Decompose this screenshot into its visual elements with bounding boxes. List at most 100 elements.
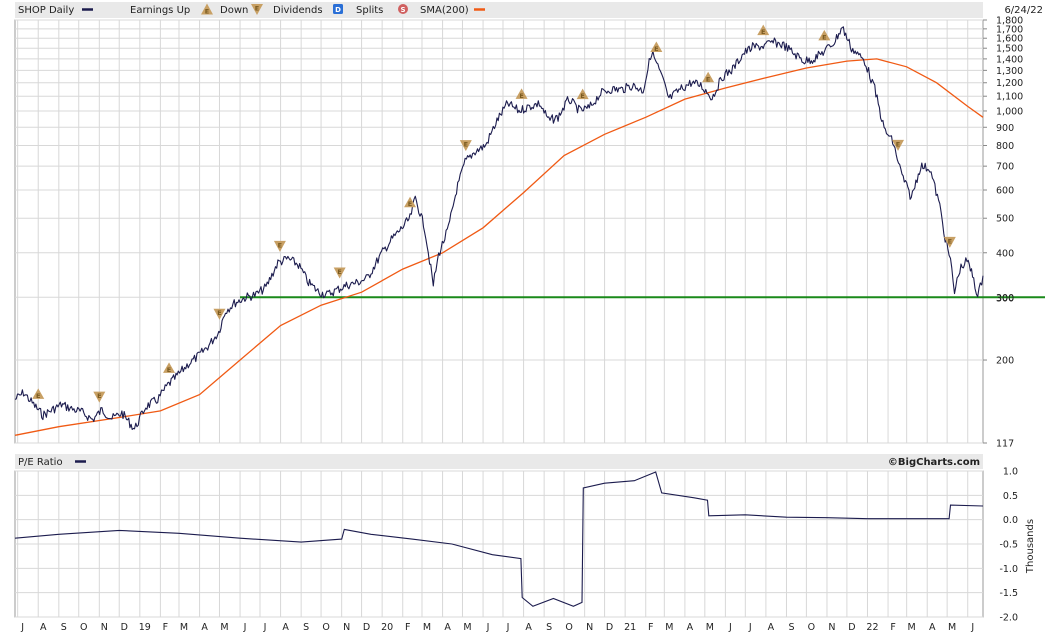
pe-line [14, 471, 984, 607]
earnings-up-marker[interactable]: E [163, 362, 176, 374]
pe-y-tick-label: 0.0 [1003, 515, 1018, 526]
x-tick-label: A [444, 622, 451, 633]
x-tick-label: N [343, 622, 350, 633]
earnings-down-marker[interactable]: E [93, 391, 106, 403]
x-tick-label: S [788, 622, 794, 633]
earnings-up-marker[interactable]: E [757, 24, 770, 37]
earnings-up-marker[interactable]: E [818, 29, 831, 42]
earnings-down-marker[interactable]: E [943, 236, 956, 248]
x-tick-label: N [828, 622, 835, 633]
earnings-up-marker[interactable]: E [404, 196, 417, 209]
price-y-tick-label: 800 [996, 141, 1014, 152]
earnings-up-marker[interactable]: E [576, 88, 589, 101]
x-tick-label: J [728, 622, 732, 633]
x-tick-label: J [243, 622, 247, 633]
splits-legend-icon: S [398, 4, 408, 14]
lower-header-bar [15, 454, 983, 469]
pe-y-tick-label: 0.5 [1003, 491, 1018, 502]
earnings-down-marker[interactable]: E [459, 140, 472, 152]
price-y-tick-label: 700 [996, 162, 1014, 173]
x-tick-label: M [423, 622, 431, 633]
x-tick-label: J [970, 622, 974, 633]
x-tick-label: D [363, 622, 370, 633]
price-y-tick-label: 1,400 [996, 54, 1023, 65]
x-tick-label: O [565, 622, 572, 633]
sma-label: SMA(200) [420, 5, 469, 16]
x-tick-label: M [463, 622, 471, 633]
earnings-up-marker[interactable]: E [650, 41, 663, 54]
earnings-events: E E E E E E E E E E E E E E E E [32, 24, 956, 403]
earnings-marker-glyph: E [580, 92, 584, 100]
earnings-down-marker[interactable]: E [892, 139, 905, 151]
x-tick-label: 21 [624, 622, 636, 633]
pe-y-tick-label: 1.0 [1003, 467, 1018, 478]
earnings-marker-glyph: E [519, 92, 523, 100]
x-tick-label: 22 [866, 622, 878, 633]
x-tick-label: J [486, 622, 490, 633]
price-y-tick-label: 400 [996, 248, 1014, 259]
x-tick-label: N [586, 622, 593, 633]
x-tick-label: S [546, 622, 552, 633]
earnings-down-legend-glyph: E [255, 5, 259, 13]
price-line [14, 26, 984, 431]
x-tick-label: F [405, 622, 410, 633]
x-tick-label: A [282, 622, 289, 633]
dividends-legend-glyph: D [335, 6, 341, 14]
earnings-marker-glyph: E [822, 33, 826, 41]
down-label: Down [220, 5, 248, 16]
x-tick-label: A [40, 622, 47, 633]
earnings-down-marker[interactable]: E [333, 267, 346, 279]
x-tick-label: D [848, 622, 855, 633]
earnings-marker-glyph: E [97, 392, 101, 400]
earnings-marker-glyph: E [408, 200, 412, 208]
x-tick-label: M [180, 622, 188, 633]
earnings-marker-glyph: E [706, 75, 710, 83]
earnings-down-marker[interactable]: E [213, 308, 226, 320]
support-line-group: 300 [240, 293, 1045, 304]
x-tick-label: O [322, 622, 329, 633]
earnings-up-marker[interactable]: E [32, 388, 45, 400]
splits-label: Splits [356, 5, 383, 16]
earnings-up-label: Earnings Up [130, 5, 190, 16]
pe-y-tick-label: -1.0 [999, 564, 1018, 575]
pe-grid [15, 470, 983, 618]
price-y-tick-label: 1,700 [996, 24, 1023, 35]
x-tick-label: M [908, 622, 916, 633]
pe-y-tick-label: -0.5 [999, 540, 1018, 551]
earnings-up-marker[interactable]: E [515, 88, 528, 100]
x-tick-label: 20 [381, 622, 393, 633]
earnings-down-marker[interactable]: E [273, 240, 286, 252]
x-tick-label: S [303, 622, 309, 633]
earnings-up-marker[interactable]: E [702, 71, 715, 84]
ticker-label: SHOP Daily [18, 5, 74, 16]
sma-line [14, 58, 984, 436]
earnings-marker-glyph: E [278, 241, 282, 249]
earnings-marker-glyph: E [761, 28, 765, 36]
earnings-down-legend-icon: E [251, 4, 263, 15]
price-y-tick-label: 1,100 [996, 92, 1023, 103]
sma-series [14, 58, 984, 436]
upper-date-label: 6/24/22 [1004, 5, 1043, 16]
price-y-tick-label: 200 [996, 356, 1014, 367]
x-tick-label: F [890, 622, 895, 633]
pe-y-tick-label: -1.5 [999, 588, 1018, 599]
x-tick-label: A [525, 622, 532, 633]
x-tick-label: D [606, 622, 613, 633]
price-y-tick-label: 1,000 [996, 106, 1023, 117]
pe-title: P/E Ratio [18, 457, 63, 468]
price-y-tick-label: 1,800 [996, 16, 1023, 27]
price-y-tick-label: 500 [996, 214, 1014, 225]
x-tick-label: O [808, 622, 815, 633]
price-y-tick-label: 117 [996, 439, 1014, 450]
x-tick-label: O [80, 622, 87, 633]
earnings-marker-glyph: E [948, 237, 952, 245]
x-axis: J A S O N D 19 F M A M J J A S O N D 20 F M A M J J A S O N D 21 F M A M J J… [20, 622, 974, 633]
price-y-tick-label: 1,500 [996, 44, 1023, 55]
x-tick-label: M [948, 622, 956, 633]
earnings-marker-glyph: E [654, 45, 658, 53]
x-tick-label: J [506, 622, 510, 633]
x-tick-label: A [929, 622, 936, 633]
price-series [14, 26, 984, 431]
x-tick-label: F [163, 622, 168, 633]
